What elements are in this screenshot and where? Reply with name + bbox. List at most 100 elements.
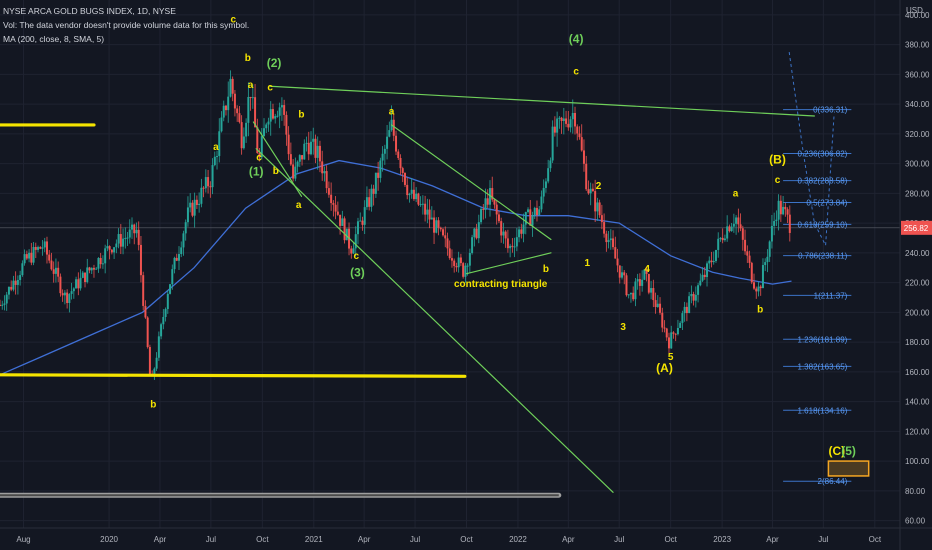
candle-body [133, 224, 136, 234]
candle-body [571, 112, 574, 120]
candle-body [128, 229, 131, 238]
candle-body [84, 272, 87, 283]
candle-body [276, 115, 279, 117]
fib-level-label: 1.382(163.65) [798, 362, 848, 371]
candle-body [701, 274, 704, 281]
candle-body [634, 281, 637, 300]
candle-body [690, 293, 693, 297]
y-tick-label: 180.00 [905, 338, 930, 347]
candle-body [354, 234, 357, 249]
candle-body [574, 112, 577, 127]
candle-body [218, 131, 221, 157]
candle-body [101, 263, 104, 265]
candle-body [267, 121, 270, 125]
candle-body [764, 262, 767, 266]
candle-body [162, 316, 165, 325]
y-tick-label: 120.00 [905, 427, 930, 436]
candle-body [160, 324, 163, 337]
candle-body [339, 214, 342, 226]
candle-body [417, 193, 420, 205]
candle-body [292, 164, 295, 179]
candle-body [175, 257, 178, 261]
y-tick-label: 140.00 [905, 398, 930, 407]
candle-body [466, 265, 469, 267]
candle-body [567, 123, 570, 128]
candle-body [603, 222, 606, 234]
y-tick-label: 80.00 [905, 487, 926, 496]
candle-body [330, 194, 333, 204]
wave-label: a [296, 200, 302, 211]
candle-body [204, 177, 207, 189]
candle-body [741, 228, 744, 240]
chart-legend: NYSE ARCA GOLD BUGS INDEX, 1D, NYSE Vol:… [3, 4, 249, 46]
candle-body [233, 93, 236, 109]
wave-label: a [213, 142, 219, 153]
candle-body [122, 238, 125, 247]
candle-body [307, 142, 310, 155]
candle-body [334, 204, 337, 212]
candle-body [694, 294, 697, 301]
candle-body [365, 197, 368, 208]
y-tick-label: 380.00 [905, 41, 930, 50]
candle-body [556, 118, 559, 133]
candle-body [148, 347, 151, 374]
trendline-channel [255, 148, 614, 493]
candle-body [54, 267, 57, 274]
candle-body [296, 161, 299, 167]
candle-body [744, 239, 747, 252]
candle-body [399, 157, 402, 169]
fib-level-label: 2(86.44) [818, 477, 848, 486]
candle-body [77, 279, 80, 289]
candle-body [352, 248, 355, 254]
y-tick-label: 340.00 [905, 100, 930, 109]
candle-body [495, 204, 498, 215]
candle-body [200, 187, 203, 204]
candle-body [518, 229, 521, 238]
candle-body [110, 249, 113, 253]
candle-body [459, 257, 462, 264]
candle-body [509, 245, 512, 249]
candle-body [370, 188, 373, 207]
candle-body [274, 116, 277, 119]
candle-body [471, 237, 474, 253]
candle-body [260, 136, 263, 158]
candle-body [236, 108, 239, 114]
candle-body [444, 235, 447, 239]
candle-body [61, 293, 64, 296]
candle-body [412, 189, 415, 200]
candle-body [654, 300, 657, 307]
candle-body [19, 275, 22, 280]
candle-body [113, 247, 116, 253]
wave-label: b [150, 400, 156, 411]
candle-body [609, 238, 612, 241]
wave-label: c [573, 66, 579, 77]
wave-label: b [298, 109, 304, 120]
candle-body [667, 337, 670, 349]
x-tick-label: Oct [664, 535, 677, 544]
candle-body [63, 292, 66, 296]
candle-body [759, 286, 762, 289]
candle-body [95, 268, 98, 270]
candle-body [426, 209, 429, 215]
wave-label: (3) [350, 266, 365, 280]
candle-body [773, 221, 776, 226]
candle-body [482, 208, 485, 210]
candle-body [632, 292, 635, 300]
ma-legend: MA (200, close, 8, SMA, 5) [3, 34, 105, 44]
wave-label: 1 [585, 258, 591, 269]
candle-body [301, 155, 304, 160]
candle-body [612, 238, 615, 248]
candle-body [424, 203, 427, 215]
wave-label: a [733, 188, 739, 199]
candle-body [209, 186, 212, 188]
y-tick-label: 160.00 [905, 368, 930, 377]
candle-body [285, 114, 288, 135]
fib-level-label: 0.5(273.84) [806, 199, 847, 208]
candle-body [231, 78, 234, 94]
candle-body [115, 243, 118, 248]
candle-body [5, 294, 8, 304]
candle-body [672, 332, 675, 334]
candle-body [271, 109, 274, 119]
